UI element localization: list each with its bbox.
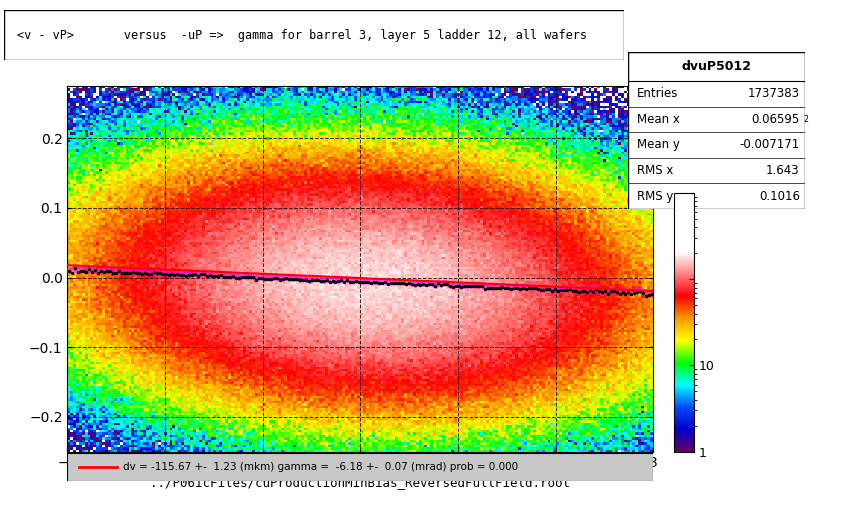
Text: 0.06595: 0.06595	[751, 113, 800, 126]
Text: 1737383: 1737383	[748, 87, 800, 100]
X-axis label: ../P06icFiles/cuProductionMinBias_ReversedFullField.root: ../P06icFiles/cuProductionMinBias_Revers…	[150, 476, 571, 489]
Text: RMS y: RMS y	[637, 189, 674, 203]
Bar	[628, 52, 805, 81]
Text: Mean y: Mean y	[637, 138, 679, 151]
Text: $^{2}$: $^{2}$	[803, 115, 808, 125]
Text: dvuP5012: dvuP5012	[681, 60, 752, 73]
Text: Mean x: Mean x	[637, 113, 679, 126]
Text: <v - vP>       versus  -uP =>  gamma for barrel 3, layer 5 ladder 12, all wafers: <v - vP> versus -uP => gamma for barrel …	[17, 29, 587, 42]
Text: -0.007171: -0.007171	[739, 138, 800, 151]
Text: dv = -115.67 +-  1.23 (mkm) gamma =  -6.18 +-  0.07 (mrad) prob = 0.000: dv = -115.67 +- 1.23 (mkm) gamma = -6.18…	[123, 462, 518, 472]
Text: 1.643: 1.643	[766, 164, 800, 177]
Text: 0.1016: 0.1016	[759, 189, 800, 203]
Text: RMS x: RMS x	[637, 164, 674, 177]
Text: Entries: Entries	[637, 87, 679, 100]
